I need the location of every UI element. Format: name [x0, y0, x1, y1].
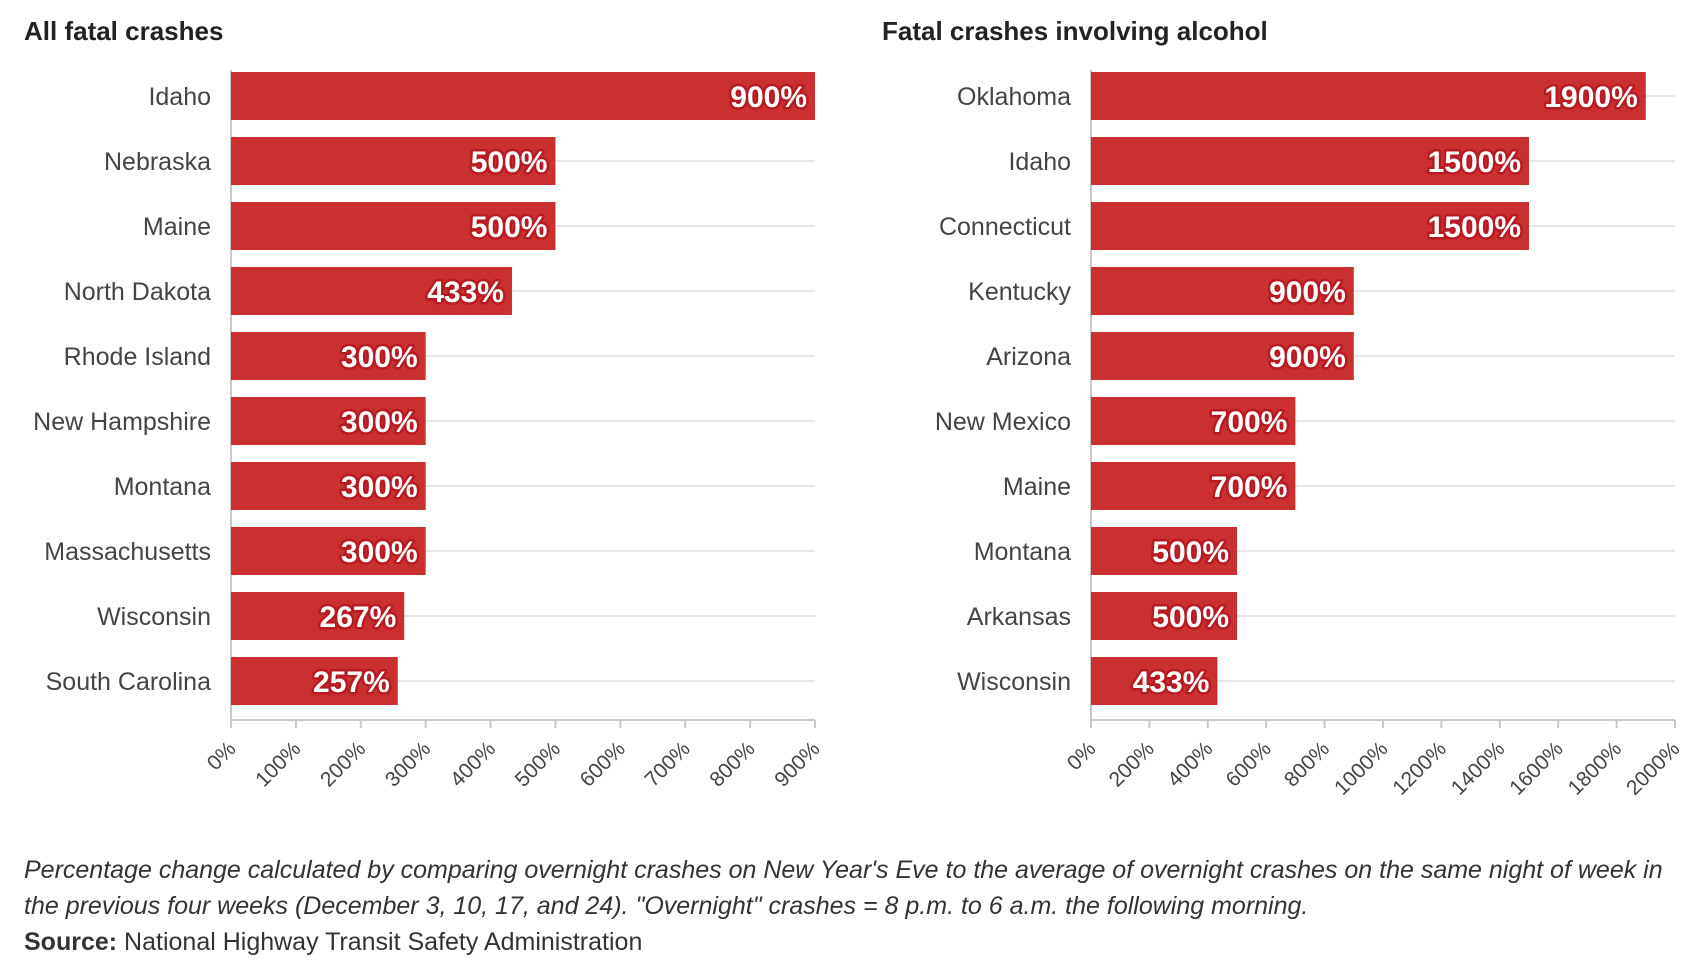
chart-2-tick-label: 1200% [1388, 737, 1451, 800]
chart-2-value-label-oklahoma: 1900% [1544, 81, 1637, 114]
chart-1-value-label-north-dakota: 433% [427, 276, 504, 309]
chart-1-bar-massachusetts [231, 527, 426, 575]
chart-2-category-wisconsin: Wisconsin [957, 668, 1071, 696]
chart-1-bar-north-dakota [231, 267, 512, 315]
chart-1-category-south-carolina: South Carolina [46, 668, 211, 696]
chart-1-category-north-dakota: North Dakota [64, 278, 211, 306]
chart-1-title: All fatal crashes [24, 16, 223, 46]
chart-2-tick-label: 600% [1221, 737, 1275, 791]
chart-1-value-label-wisconsin: 267% [320, 601, 397, 634]
chart-2-value-label-wisconsin: 433% [1133, 666, 1210, 699]
chart-2-category-kentucky: Kentucky [968, 278, 1071, 306]
chart-2-bar-new-mexico [1091, 397, 1296, 445]
chart-1-tick-label: 800% [705, 737, 759, 791]
source-label: Source: [24, 928, 118, 956]
chart-1-value-label-south-carolina: 257% [313, 666, 390, 699]
chart-1-category-maine: Maine [143, 213, 211, 241]
chart-1-bar-montana [231, 462, 426, 510]
chart-2-category-maine: Maine [1003, 473, 1071, 501]
chart-1-tick-label: 300% [381, 737, 435, 791]
chart-1-tick-label: 600% [576, 737, 630, 791]
chart-2-value-label-arizona: 900% [1269, 341, 1346, 374]
chart-1-tick-label: 0% [203, 737, 241, 775]
chart-2-tick-label: 1000% [1330, 737, 1393, 800]
chart-2-tick-label: 1800% [1564, 737, 1627, 800]
chart-2-tick-label: 200% [1105, 737, 1159, 791]
chart-2-category-new-mexico: New Mexico [935, 408, 1071, 436]
chart-1-tick-label: 900% [770, 737, 824, 791]
chart-1-tick-label: 700% [641, 737, 695, 791]
chart-2-tick-label: 1400% [1447, 737, 1510, 800]
chart-1-bar-rhode-island [231, 332, 426, 380]
chart-2-bar-arizona [1091, 332, 1354, 380]
chart-2-value-label-maine: 700% [1211, 471, 1288, 504]
chart-1-category-idaho: Idaho [148, 83, 211, 111]
chart-1-bar-maine [231, 202, 556, 250]
chart-2-tick-label: 0% [1063, 737, 1101, 775]
chart-2-tick-label: 400% [1163, 737, 1217, 791]
chart-1-tick-label: 400% [446, 737, 500, 791]
chart-1-tick-label: 500% [511, 737, 565, 791]
chart-1-value-label-new-hampshire: 300% [341, 406, 418, 439]
chart-1-bar-new-hampshire [231, 397, 426, 445]
chart-1-value-label-rhode-island: 300% [341, 341, 418, 374]
chart-2-value-label-idaho: 1500% [1428, 146, 1521, 179]
chart-2-bar-montana [1091, 527, 1237, 575]
chart-1-value-label-montana: 300% [341, 471, 418, 504]
chart-2-value-label-kentucky: 900% [1269, 276, 1346, 309]
chart-1-value-label-nebraska: 500% [471, 146, 548, 179]
chart-2-category-oklahoma: Oklahoma [957, 83, 1071, 111]
chart-2-bar-wisconsin [1091, 657, 1218, 705]
chart-1-value-label-massachusetts: 300% [341, 536, 418, 569]
source-line: Source: National Highway Transit Safety … [24, 924, 1684, 960]
chart-footer: Percentage change calculated by comparin… [24, 852, 1684, 960]
chart-2-tick-label: 1600% [1505, 737, 1568, 800]
chart-1-tick-label: 200% [316, 737, 370, 791]
chart-2-bar-maine [1091, 462, 1296, 510]
chart-2-bar-arkansas [1091, 592, 1237, 640]
chart-2-tick-label: 2000% [1622, 737, 1685, 800]
chart-1-category-wisconsin: Wisconsin [97, 603, 211, 631]
chart-2-category-arkansas: Arkansas [967, 603, 1071, 631]
chart-1-bar-idaho [231, 72, 815, 120]
chart-2-bar-kentucky [1091, 267, 1354, 315]
chart-2-bar-connecticut [1091, 202, 1529, 250]
chart-2-bar-oklahoma [1091, 72, 1646, 120]
chart-1-value-label-maine: 500% [471, 211, 548, 244]
chart-1-category-montana: Montana [114, 473, 211, 501]
chart-1-tick-label: 100% [251, 737, 305, 791]
chart-1-bar-nebraska [231, 137, 556, 185]
chart-1-value-label-idaho: 900% [730, 81, 807, 114]
chart-2-value-label-connecticut: 1500% [1428, 211, 1521, 244]
chart-1-category-rhode-island: Rhode Island [64, 343, 211, 371]
chart-1-category-nebraska: Nebraska [104, 148, 211, 176]
chart-2-value-label-montana: 500% [1152, 536, 1229, 569]
chart-2-category-connecticut: Connecticut [939, 213, 1071, 241]
chart-2-category-idaho: Idaho [1008, 148, 1071, 176]
chart-2-category-arizona: Arizona [986, 343, 1071, 371]
chart-alcohol-fatal-crashes: Fatal crashes involving alcohol 0% 200% 400… [882, 16, 1685, 800]
methodology-note: Percentage change calculated by comparin… [24, 856, 1663, 920]
chart-2-category-montana: Montana [974, 538, 1071, 566]
chart-1-bar-south-carolina [231, 657, 398, 705]
source-text: National Highway Transit Safety Administ… [124, 928, 643, 956]
chart-2-title: Fatal crashes involving alcohol [882, 16, 1268, 46]
chart-1-bar-wisconsin [231, 592, 405, 640]
chart-1-category-massachusetts: Massachusetts [44, 538, 211, 566]
chart-2-value-label-new-mexico: 700% [1211, 406, 1288, 439]
chart-2-value-label-arkansas: 500% [1152, 601, 1229, 634]
chart-1-category-new-hampshire: New Hampshire [33, 408, 211, 436]
chart-2-bar-idaho [1091, 137, 1529, 185]
chart-2-tick-label: 800% [1280, 737, 1334, 791]
